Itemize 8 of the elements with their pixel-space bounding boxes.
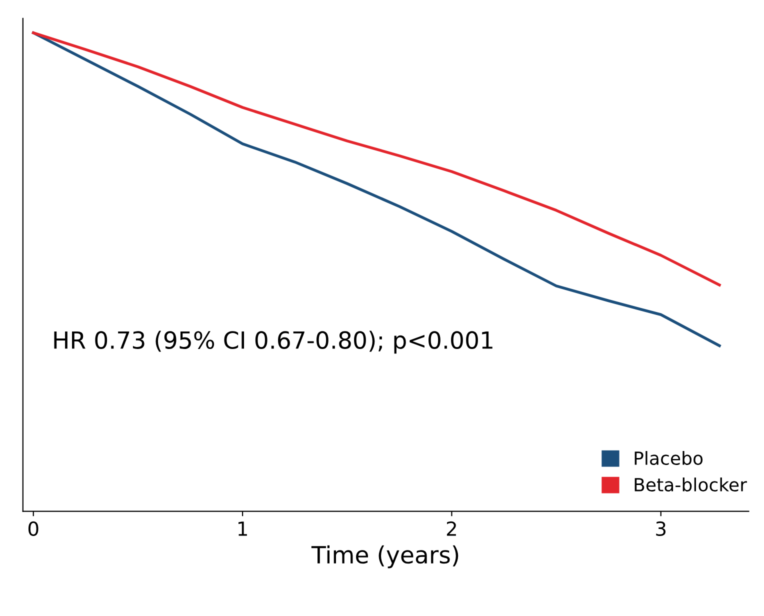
x-axis-title: Time (years) [311, 545, 458, 568]
annotation: HR 0.73 (95% CI 0.67-0.80); p<0.001 [54, 330, 492, 354]
x-tick-label: 1 [238, 522, 247, 536]
x-tick-label: 0 [28, 521, 38, 536]
x-tick-label: 2 [446, 521, 456, 536]
x-tick-label: 3 [656, 521, 666, 536]
legend-label: Placebo [634, 451, 703, 466]
legend-label: Beta-blocker [634, 478, 747, 492]
